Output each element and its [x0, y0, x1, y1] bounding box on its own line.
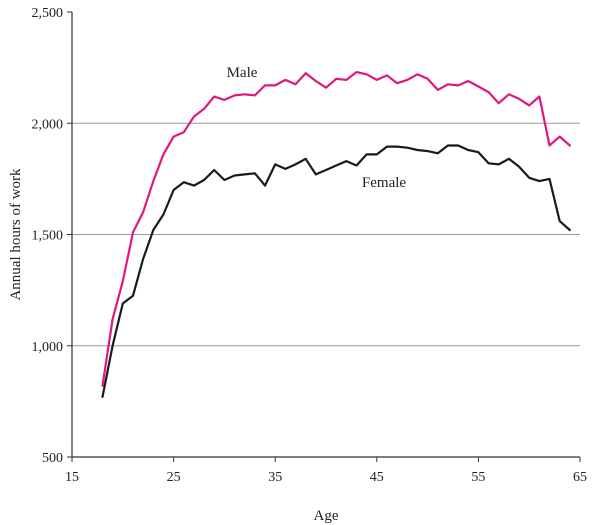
- series-label-male: Male: [227, 65, 258, 81]
- series-line-female: [101, 144, 571, 398]
- y-tick-label: 2,500: [32, 6, 64, 21]
- y-tick-label: 500: [42, 451, 63, 466]
- labels: Age Annual hours of work Male Female: [8, 65, 406, 524]
- x-tick-label: 15: [65, 470, 79, 485]
- y-tick-label: 1,500: [32, 229, 64, 244]
- x-tick-label: 55: [471, 470, 485, 485]
- series-line-male: [101, 70, 571, 387]
- x-tick-label: 65: [573, 470, 587, 485]
- x-axis-title: Age: [314, 508, 339, 524]
- y-tick-label: 1,000: [32, 340, 64, 355]
- y-tick-label: 2,000: [32, 117, 64, 132]
- x-tick-label: 25: [167, 470, 181, 485]
- series-lines: [101, 70, 571, 398]
- x-tick-label: 35: [268, 470, 282, 485]
- x-tick-label: 45: [370, 470, 384, 485]
- axes: 500 1,000 1,500 2,000 2,500 15 25 35 45 55 65: [32, 6, 588, 485]
- grid: [72, 122, 580, 347]
- series-label-female: Female: [362, 175, 406, 191]
- y-axis-title: Annual hours of work: [8, 168, 24, 301]
